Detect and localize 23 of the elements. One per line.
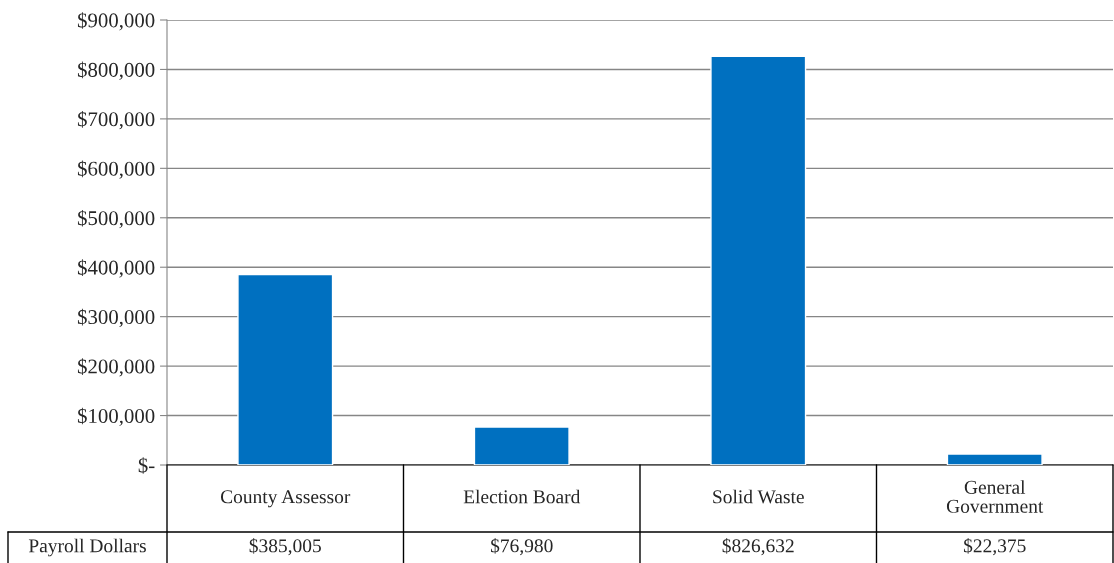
y-tick-label: $300,000 bbox=[77, 308, 155, 328]
x-tick-label: Solid Waste bbox=[713, 489, 804, 504]
bar bbox=[710, 55, 807, 465]
y-tick-label: $- bbox=[138, 457, 155, 474]
data-label: $826,632 bbox=[722, 538, 794, 556]
y-tick-label: $100,000 bbox=[77, 407, 155, 426]
y-tick-label: $500,000 bbox=[77, 209, 155, 229]
y-tick-label: $200,000 bbox=[77, 358, 155, 377]
bar bbox=[473, 426, 570, 465]
bar bbox=[237, 273, 334, 465]
y-tick-label: $600,000 bbox=[77, 160, 155, 179]
data-label: $22,375 bbox=[963, 538, 1026, 556]
bar bbox=[946, 453, 1043, 465]
x-tick-label: County Assessor bbox=[220, 490, 351, 508]
y-tick-label: $900,000 bbox=[77, 12, 155, 31]
y-tick-label: $700,000 bbox=[77, 111, 155, 130]
text: Payroll Dollars bbox=[28, 538, 146, 557]
y-tick-label: $800,000 bbox=[77, 61, 155, 80]
x-tick-label: General Government bbox=[946, 480, 1044, 513]
data-label: $385,005 bbox=[249, 538, 321, 556]
x-tick-label: Election Board bbox=[463, 489, 581, 504]
data-label: $76,980 bbox=[490, 538, 553, 556]
y-tick-label: $400,000 bbox=[77, 259, 155, 278]
